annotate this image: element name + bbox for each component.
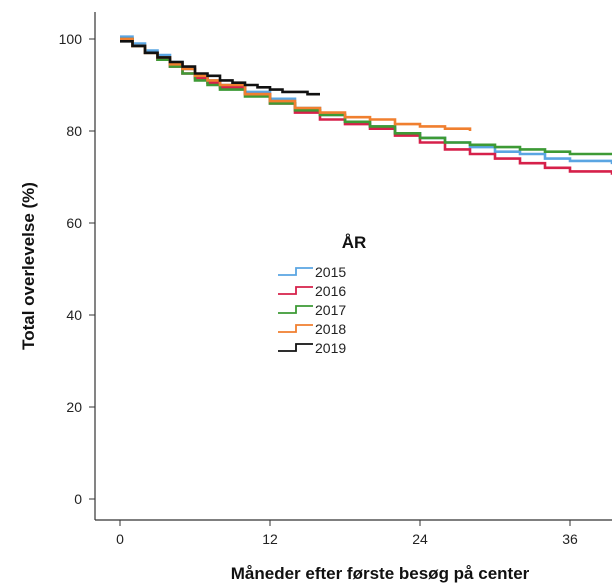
series-line-2018 bbox=[120, 37, 472, 131]
legend-items: 2015 2016 2017 2018 2019 bbox=[278, 264, 346, 356]
legend-item-2019: 2019 bbox=[278, 340, 346, 356]
legend-swatch bbox=[278, 286, 313, 295]
x-tick-label: 24 bbox=[412, 531, 428, 547]
legend-swatch bbox=[278, 343, 313, 352]
y-tick-label: 100 bbox=[59, 31, 83, 47]
legend-title: ÅR bbox=[342, 233, 367, 252]
series-line-2017 bbox=[120, 37, 612, 156]
legend-item-2015: 2015 bbox=[278, 264, 346, 280]
x-tick-label: 36 bbox=[562, 531, 578, 547]
x-tick-label: 12 bbox=[262, 531, 278, 547]
x-axis-title: Måneder efter første besøg på center bbox=[231, 564, 530, 583]
y-tick-label: 40 bbox=[66, 307, 82, 323]
legend-label: 2019 bbox=[315, 340, 346, 356]
y-ticks: 0 20 40 60 80 100 bbox=[59, 31, 95, 507]
y-tick-label: 20 bbox=[66, 399, 82, 415]
legend-label: 2015 bbox=[315, 264, 346, 280]
y-tick-label: 60 bbox=[66, 215, 82, 231]
axes bbox=[94, 12, 612, 521]
legend-item-2016: 2016 bbox=[278, 283, 346, 299]
y-tick-label: 0 bbox=[74, 491, 82, 507]
x-tick-label: 0 bbox=[116, 531, 124, 547]
legend-item-2018: 2018 bbox=[278, 321, 346, 337]
series-line-2019 bbox=[120, 40, 320, 96]
x-ticks: 0 12 24 36 bbox=[116, 520, 578, 547]
y-axis-title: Total overlevelse (%) bbox=[19, 182, 38, 350]
legend-swatch bbox=[278, 324, 313, 333]
legend-label: 2018 bbox=[315, 321, 346, 337]
legend-item-2017: 2017 bbox=[278, 302, 346, 318]
series-line-2015 bbox=[120, 35, 612, 165]
y-tick-label: 80 bbox=[66, 123, 82, 139]
legend-label: 2017 bbox=[315, 302, 346, 318]
series-lines bbox=[120, 35, 612, 175]
legend: ÅR 2015 2016 2017 2018 2019 bbox=[278, 233, 366, 356]
legend-label: 2016 bbox=[315, 283, 346, 299]
legend-swatch bbox=[278, 305, 313, 314]
legend-swatch bbox=[278, 267, 313, 276]
